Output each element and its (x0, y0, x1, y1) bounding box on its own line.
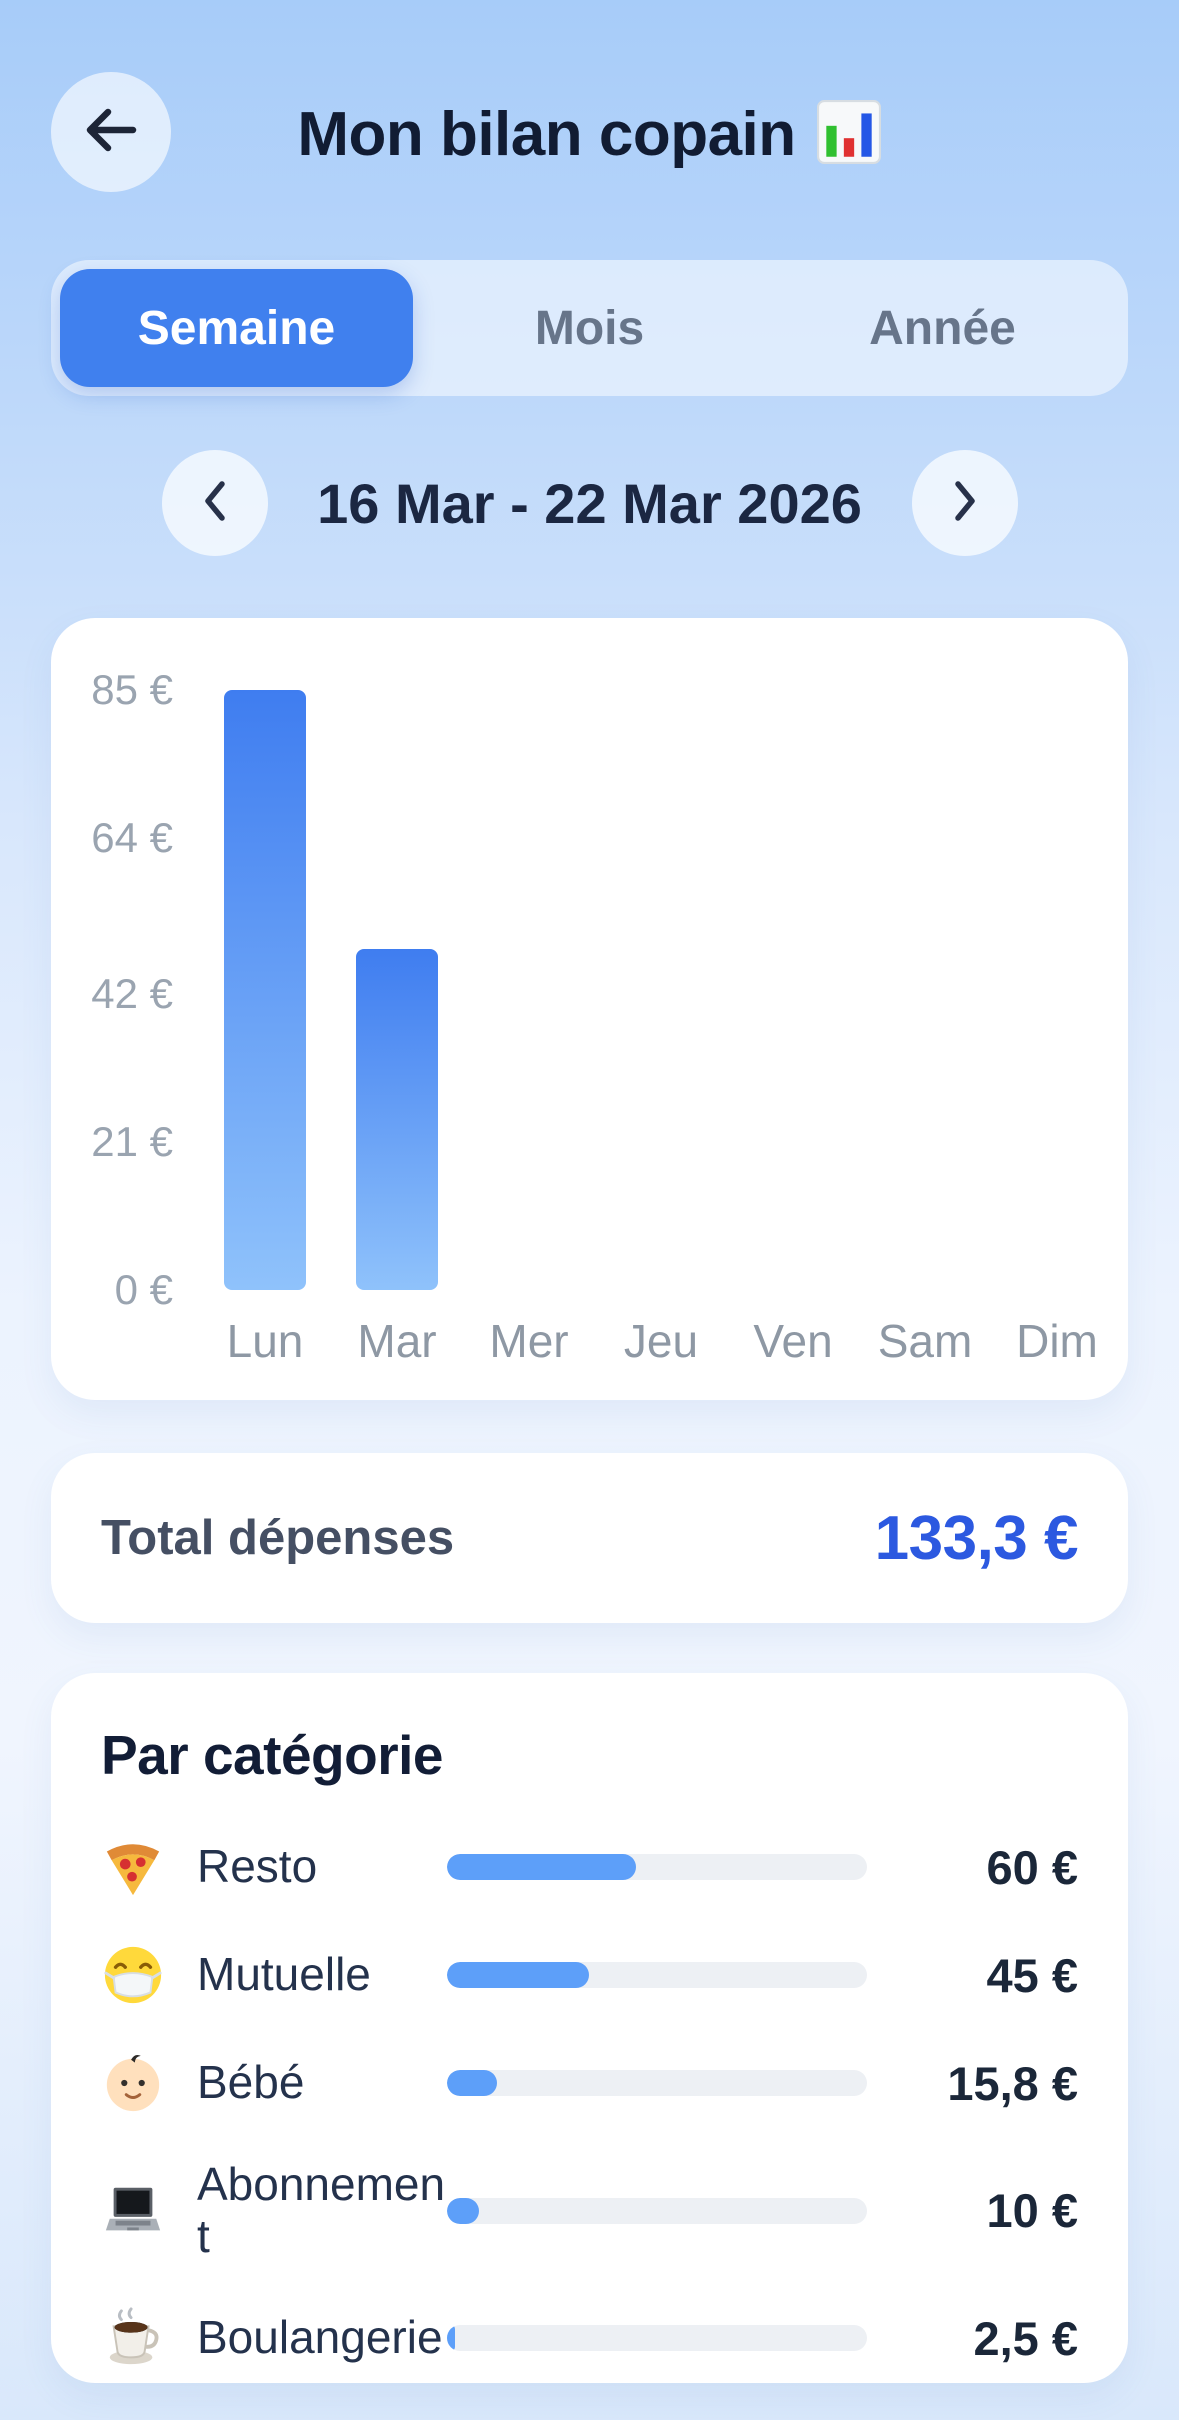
chart-x-tick-label: Sam (877, 1315, 973, 1367)
category-row-resto: Resto 60 € (101, 1835, 1078, 1899)
chart-bar (224, 690, 306, 1290)
category-progress-track (447, 1962, 867, 1988)
category-progress-fill (447, 2325, 455, 2352)
total-expenses-label: Total dépenses (101, 1511, 455, 1565)
category-progress-track (447, 1854, 867, 1880)
category-progress-fill (447, 2070, 497, 2096)
category-progress-track (447, 2197, 867, 2224)
category-progress-fill (447, 2197, 479, 2224)
chart-bar-slot (859, 690, 991, 1290)
category-progress-track (447, 2070, 867, 2096)
chart-plot (199, 690, 1123, 1290)
category-label: Boulangerie (197, 2311, 443, 2364)
next-period-button[interactable] (911, 450, 1018, 556)
previous-period-button[interactable] (161, 450, 268, 556)
category-label: Bébé (197, 2056, 305, 2109)
tab-annee[interactable]: Année (869, 301, 1016, 355)
total-expenses-value: 133,3 € (874, 1503, 1079, 1573)
chart-y-tick-label: 21 € (91, 1117, 173, 1165)
category-label: Abonnement (197, 2158, 446, 2262)
chart-y-tick-label: 0 € (114, 1266, 173, 1313)
chart-x-axis: Lun Mar Mer Jeu Ven Sam Dim (199, 1314, 1123, 1368)
chevron-left-icon (202, 479, 228, 528)
by-category-card: Par catégorie Resto 60 € (51, 1673, 1128, 2383)
chart-x-tick-label: Lun (226, 1315, 304, 1367)
category-label: Resto (197, 1840, 318, 1893)
category-progress-track (447, 2325, 867, 2352)
category-progress-fill (447, 1962, 589, 1988)
baby-icon (101, 2051, 165, 2115)
chart-x-tick-label: Dim (1016, 1315, 1098, 1367)
chart-bar-slot (727, 690, 859, 1290)
chart-y-axis: 85 € 64 € 42 € 21 € 0 € (51, 666, 181, 1313)
laptop-icon (101, 2179, 165, 2243)
chart-y-tick-label: 42 € (91, 969, 173, 1017)
coffee-icon (101, 2306, 165, 2370)
category-progress-fill (447, 1854, 637, 1880)
category-amount: 60 € (986, 1840, 1078, 1894)
category-amount: 2,5 € (973, 2311, 1078, 2365)
chart-x-tick-label: Jeu (623, 1315, 699, 1367)
chart-bar-slot (331, 690, 463, 1290)
category-row-bebe: Bébé 15,8 € (101, 2051, 1078, 2115)
period-segmented-control: Semaine Mois Année (51, 260, 1128, 396)
pizza-icon (101, 1835, 165, 1899)
chart-x-tick-label: Mer (489, 1315, 569, 1367)
chart-x-tick-label: Ven (753, 1315, 833, 1367)
category-amount: 45 € (986, 1948, 1078, 2002)
category-row-abonnement: Abonnement 10 € (101, 2158, 1078, 2262)
category-row-boulangerie: Boulangerie 2,5 € (101, 2306, 1078, 2370)
chart-y-tick-label: 85 € (91, 666, 173, 713)
mask-face-icon (101, 1943, 165, 2007)
tab-mois[interactable]: Mois (534, 301, 645, 355)
period-navigation: 16 Mar - 22 Mar 2026 (0, 450, 1179, 556)
chart-x-tick-label: Mar (357, 1315, 437, 1367)
page-title: Mon bilan copain (297, 99, 796, 169)
category-label: Mutuelle (197, 1948, 371, 2001)
bar-chart-emoji-icon (816, 99, 882, 170)
tab-semaine[interactable]: Semaine (60, 269, 413, 387)
weekly-spending-chart-card: 85 € 64 € 42 € 21 € 0 € Lun Mar Mer Jeu Ven Sam Di… (51, 618, 1128, 1400)
chart-bar-slot (595, 690, 727, 1290)
chart-bar (356, 949, 438, 1290)
chart-bar-slot (991, 690, 1123, 1290)
back-button[interactable] (51, 72, 171, 192)
chevron-right-icon (952, 479, 978, 528)
back-arrow-icon (82, 105, 140, 160)
header: Mon bilan copain (0, 0, 1179, 196)
chart-y-tick-label: 64 € (91, 814, 173, 862)
category-amount: 10 € (986, 2184, 1078, 2238)
total-expenses-card: Total dépenses 133,3 € (51, 1453, 1128, 1623)
chart-bar-slot (199, 690, 331, 1290)
by-category-title: Par catégorie (101, 1724, 444, 1786)
period-label: 16 Mar - 22 Mar 2026 (317, 471, 862, 535)
category-row-mutuelle: Mutuelle 45 € (101, 1943, 1078, 2007)
category-amount: 15,8 € (947, 2056, 1078, 2110)
chart-bar-slot (463, 690, 595, 1290)
